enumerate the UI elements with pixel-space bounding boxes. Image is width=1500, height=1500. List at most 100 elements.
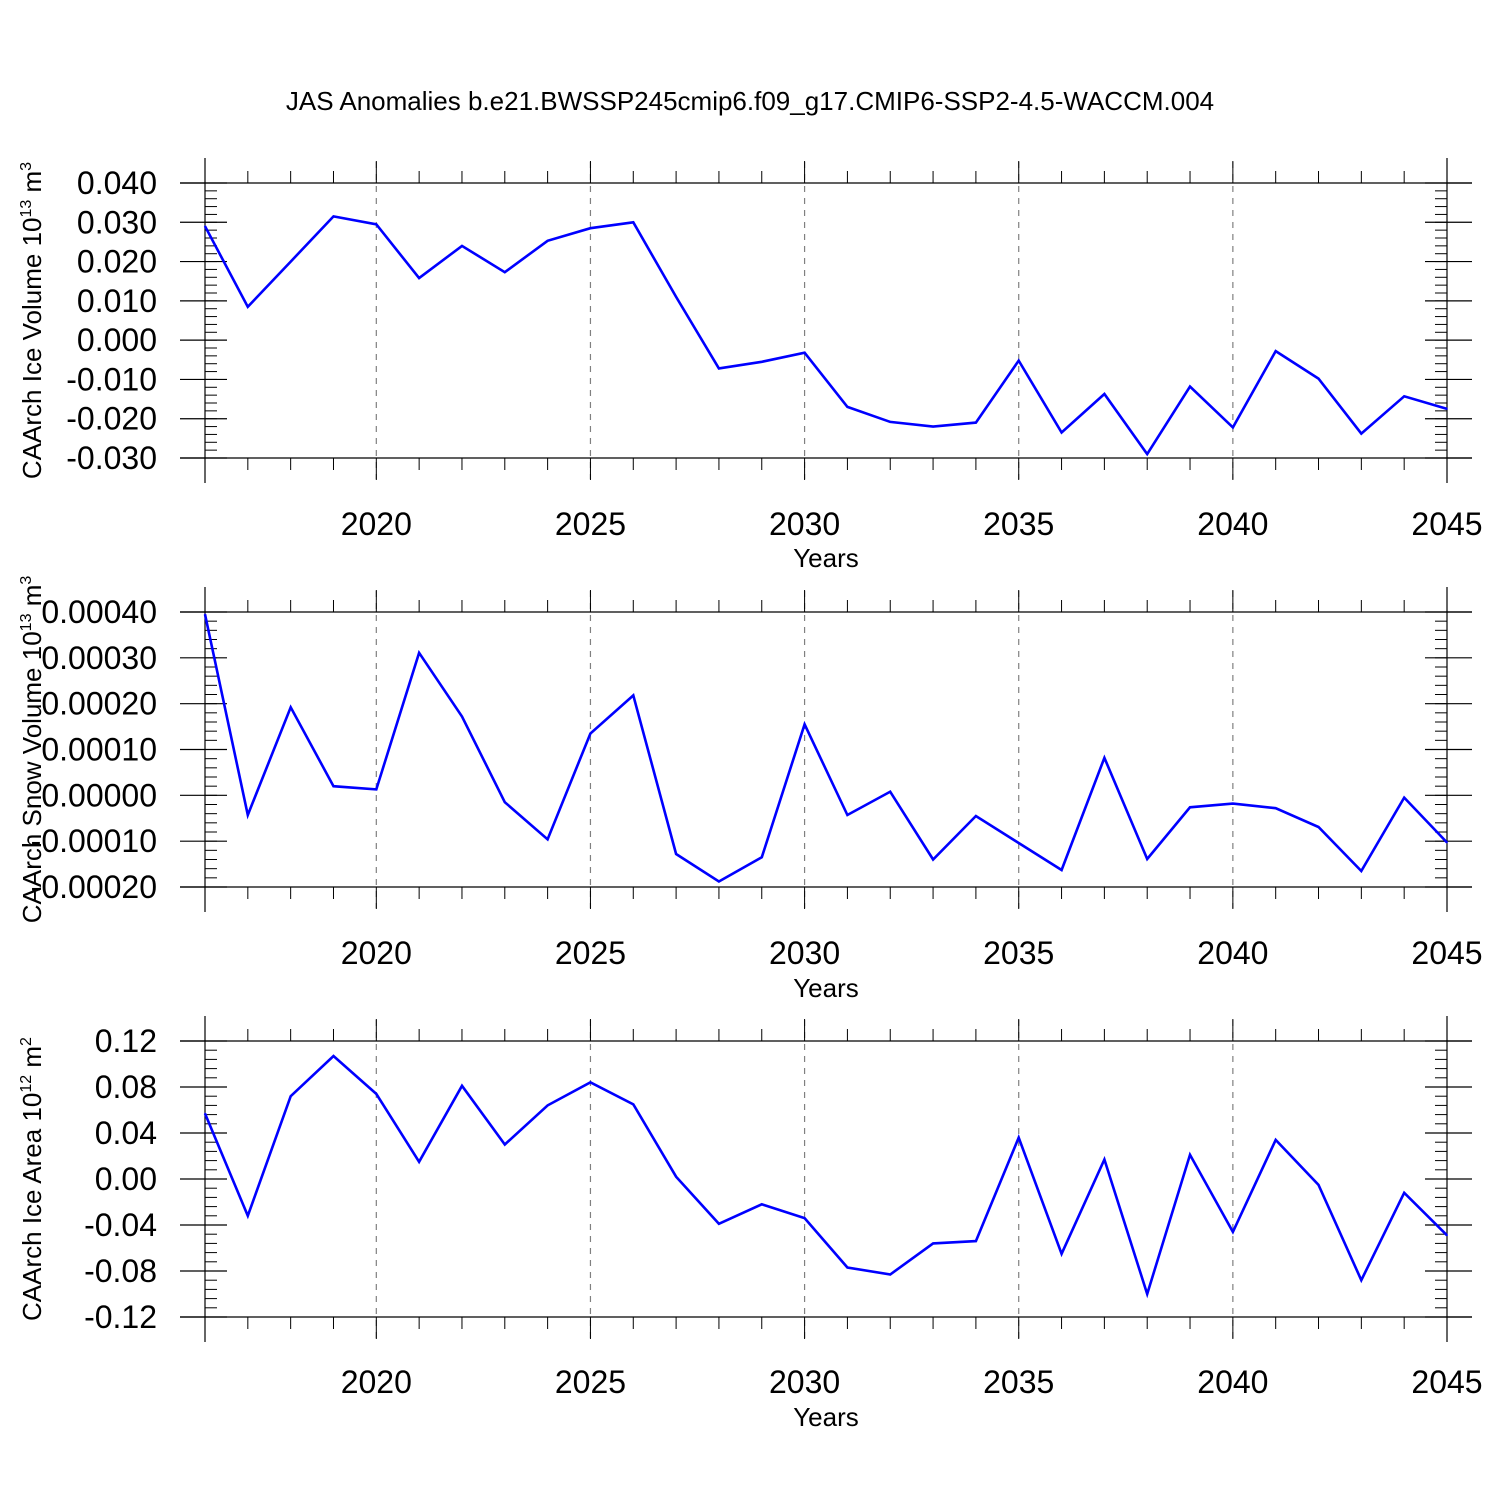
data-point: [975, 815, 977, 817]
data-point: [1146, 453, 1149, 455]
data-point: [1317, 377, 1320, 380]
y-tick-label: -0.010: [66, 361, 157, 397]
y-tick-label: 0.12: [95, 1023, 157, 1059]
x-tick-label: 2045: [1411, 935, 1482, 971]
data-point: [1146, 858, 1149, 860]
data-point: [932, 1242, 934, 1245]
data-point: [889, 421, 892, 423]
data-point: [846, 406, 849, 408]
data-point: [1146, 1293, 1149, 1295]
data-point: [589, 732, 592, 735]
data-point: [1189, 385, 1191, 388]
y-tick-label: -0.12: [84, 1299, 157, 1335]
x-tick-label: 2025: [555, 935, 626, 971]
data-point: [1189, 1154, 1191, 1156]
x-tick-label: 2040: [1197, 506, 1268, 542]
y-axis-label: CAArch Ice Area 1012 m2: [17, 1037, 47, 1321]
y-tick-label: 0.08: [95, 1069, 157, 1105]
data-point: [418, 277, 420, 279]
x-tick-label: 2035: [983, 1364, 1054, 1400]
data-point: [1060, 869, 1063, 871]
data-point: [1060, 1252, 1063, 1255]
y-tick-label: -0.020: [66, 401, 157, 437]
data-point: [332, 1055, 335, 1057]
x-tick-label: 2035: [983, 506, 1054, 542]
x-tick-label: 2040: [1197, 1364, 1268, 1400]
data-point: [1360, 432, 1363, 435]
data-point: [546, 838, 549, 841]
y-tick-label: 0.00000: [41, 777, 157, 813]
data-point: [418, 1160, 420, 1163]
data-point: [760, 856, 763, 859]
data-point: [375, 223, 378, 226]
data-point: [461, 1085, 463, 1087]
x-tick-label: 2045: [1411, 506, 1482, 542]
y-tick-label: 0.04: [95, 1115, 157, 1151]
data-point: [247, 305, 249, 308]
data-point: [1274, 350, 1277, 352]
data-point: [503, 271, 506, 273]
data-point: [1446, 408, 1448, 410]
y-tick-label: 0.010: [77, 283, 157, 319]
data-point: [289, 260, 292, 263]
data-point: [889, 1273, 892, 1276]
data-point: [932, 425, 934, 428]
data-point: [1360, 870, 1363, 872]
x-tick-label: 2025: [555, 506, 626, 542]
data-point: [546, 1104, 549, 1107]
data-point: [589, 227, 592, 229]
data-point: [632, 1103, 635, 1106]
data-point: [1017, 842, 1020, 844]
x-tick-label: 2045: [1411, 1364, 1482, 1400]
series-line: [203, 1054, 1448, 1299]
series-line: [203, 214, 1448, 457]
panel-3: 2020 2025 2030 2035 2040 2045 0.12 0.08 0.04 0.00…: [17, 1016, 1483, 1432]
y-tick-label: -0.00020: [31, 869, 157, 905]
data-point: [247, 1215, 249, 1217]
data-point: [1446, 1234, 1448, 1237]
data-point: [204, 613, 206, 616]
data-point: [1403, 395, 1405, 398]
x-axis-label: Years: [793, 1402, 859, 1432]
data-point: [1274, 807, 1277, 809]
x-tick-label: 2030: [769, 935, 840, 971]
data-point: [503, 801, 506, 804]
y-tick-label: 0.00010: [41, 732, 157, 768]
data-point: [1103, 756, 1106, 759]
y-tick-label: -0.08: [84, 1253, 157, 1289]
data-point: [718, 880, 720, 883]
data-point: [289, 706, 292, 709]
data-point: [375, 1093, 378, 1095]
data-point: [803, 723, 806, 726]
series-line: [203, 614, 1448, 884]
x-tick-label: 2040: [1197, 935, 1268, 971]
data-point: [1103, 1158, 1106, 1161]
x-axis-label: Years: [793, 973, 859, 1003]
data-point: [204, 225, 206, 228]
data-point: [760, 1203, 763, 1206]
data-point: [803, 351, 806, 354]
data-point: [1360, 1279, 1363, 1281]
data-point: [1403, 796, 1405, 799]
y-tick-label: -0.04: [84, 1207, 157, 1243]
chart-title: JAS Anomalies b.e21.BWSSP245cmip6.f09_g1…: [286, 86, 1214, 116]
x-tick-label: 2030: [769, 506, 840, 542]
y-tick-label: 0.000: [77, 322, 157, 358]
data-point: [1446, 841, 1448, 844]
data-point: [932, 858, 934, 861]
data-point: [418, 651, 420, 654]
data-point: [1060, 431, 1063, 434]
data-point: [889, 790, 892, 793]
data-point: [675, 1175, 677, 1178]
data-point: [1232, 426, 1234, 429]
data-point: [975, 1240, 977, 1242]
data-point: [1317, 826, 1320, 828]
data-point: [589, 1081, 592, 1084]
data-point: [675, 296, 677, 298]
y-tick-label: -0.00010: [31, 823, 157, 859]
data-point: [803, 1217, 806, 1219]
y-tick-label: 0.00040: [41, 594, 157, 630]
data-point: [332, 785, 335, 787]
y-tick-label: -0.030: [66, 440, 157, 476]
